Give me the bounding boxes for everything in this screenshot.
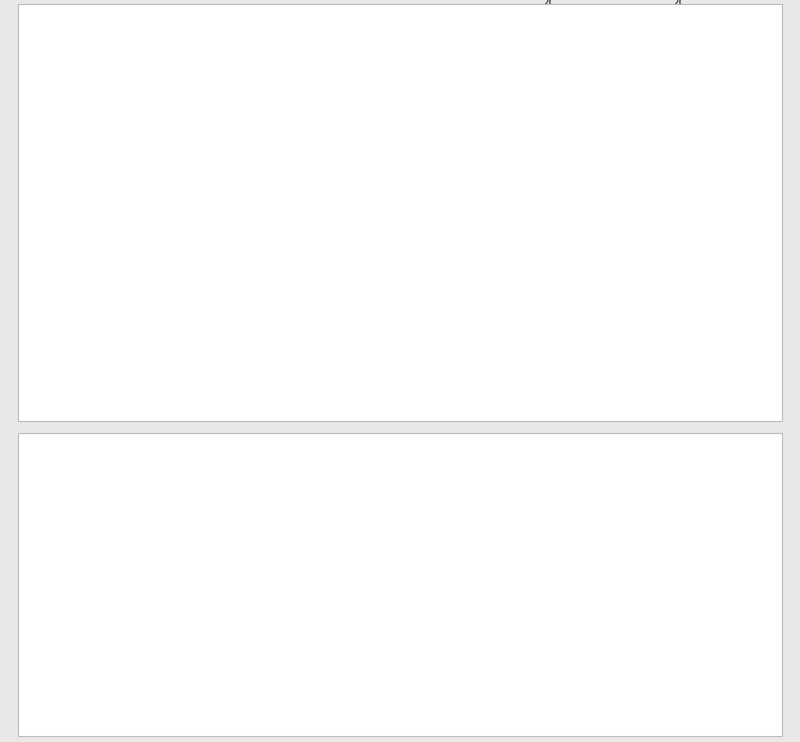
Text: (b) 0.69 μF: (b) 0.69 μF [316, 112, 388, 125]
Text: 7.: 7. [46, 576, 61, 588]
Text: (d) 60 Ω: (d) 60 Ω [316, 275, 370, 288]
Text: 6.: 6. [46, 470, 61, 482]
Text: A band-pass filter is one which: A band-pass filter is one which [75, 576, 280, 588]
Text: is 600 Ω and cutoff frequency is 150 Hz, then the value of C is: is 600 Ω and cutoff frequency is 150 Hz,… [75, 47, 490, 61]
Text: 30 Ω: 30 Ω [635, 289, 659, 299]
Text: 20 Ω: 20 Ω [549, 197, 573, 206]
Text: (b) attenuates all frequencies above the upper cutoff frequency $f_{c_2}$: (b) attenuates all frequencies above the… [82, 636, 526, 654]
Text: (d) passes all frequencies lying between $f_{c_1}$and $f_{c_2}$: (d) passes all frequencies lying between… [82, 691, 414, 708]
Text: (c) attenuates all frequencies lying between $f_{c_1}$and $f_{c_2}$: (c) attenuates all frequencies lying bet… [82, 663, 438, 681]
Text: Given the prototype HPF circuit shown, if the design impedance: Given the prototype HPF circuit shown, i… [75, 22, 502, 36]
Text: (b) R increases: (b) R increases [354, 509, 454, 522]
Text: (a) 0.62 μF: (a) 0.62 μF [86, 112, 158, 125]
Text: L: L [654, 95, 661, 105]
Text: (a) attenuates all frequencies below the lower cutoff frequency $f_{c_1}$: (a) attenuates all frequencies below the… [82, 609, 522, 626]
Text: 5.: 5. [46, 181, 61, 194]
Text: The quality factor of a series RLC resonant circuit increases if: The quality factor of a series RLC reson… [75, 470, 486, 482]
Text: (c) B.W. increases: (c) B.W. increases [94, 538, 213, 551]
Text: impedance is: impedance is [75, 207, 164, 220]
Text: 4.: 4. [46, 22, 61, 36]
Text: 2C: 2C [542, 0, 556, 8]
Text: approximately: approximately [75, 73, 171, 85]
Text: (d) 0.92 μF: (d) 0.92 μF [316, 139, 389, 152]
Text: 20 Ω: 20 Ω [644, 197, 668, 206]
Text: 2C: 2C [672, 0, 686, 8]
Text: Given the symmetrical T-network shown, the characteristic: Given the symmetrical T-network shown, t… [75, 181, 470, 194]
Text: (c) 40 Ω: (c) 40 Ω [86, 275, 139, 288]
Text: (c) 0.88 μF: (c) 0.88 μF [86, 139, 158, 152]
Text: (b) 20 Ω: (b) 20 Ω [316, 248, 370, 261]
Text: (a) 10 Ω: (a) 10 Ω [86, 248, 140, 261]
Text: (a) R decreases: (a) R decreases [94, 509, 198, 522]
Text: (d) input voltage increases: (d) input voltage increases [354, 538, 534, 551]
